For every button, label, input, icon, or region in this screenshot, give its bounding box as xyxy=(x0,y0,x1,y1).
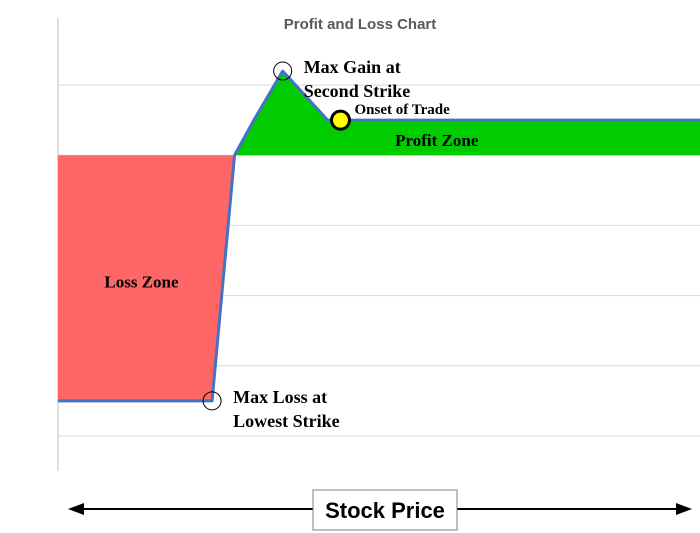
chart-title: Profit and Loss Chart xyxy=(284,16,437,33)
open-circle-marker xyxy=(202,391,222,411)
profit-zone-area xyxy=(234,71,700,156)
payoff-line xyxy=(58,69,700,403)
x-axis-label-box xyxy=(312,489,458,531)
x-axis-label: Stock Price xyxy=(325,498,445,523)
annotations: Max Gain at Second Strike Max Loss at Lowes… xyxy=(202,57,450,431)
profit-zone-label: Profit Zone xyxy=(395,131,479,150)
zones: Loss Zone Profit Zone xyxy=(58,71,700,401)
loss-zone-label: Loss Zone xyxy=(104,273,179,292)
annotation-label: Onset of Trade xyxy=(354,102,450,118)
onset-of-trade-marker xyxy=(329,109,351,131)
annotation-label: Max Gain at xyxy=(304,57,401,77)
x-axis-label-group: Stock Price xyxy=(68,489,692,531)
annotation-label: Lowest Strike xyxy=(233,411,340,431)
right-arrowhead-icon xyxy=(676,503,692,515)
left-arrowhead-icon xyxy=(68,503,84,515)
annotation-label: Second Strike xyxy=(304,81,411,101)
loss-zone-area xyxy=(58,155,235,401)
series xyxy=(58,69,700,403)
open-circle-marker xyxy=(273,61,293,81)
annotation-label: Max Loss at xyxy=(233,387,327,407)
